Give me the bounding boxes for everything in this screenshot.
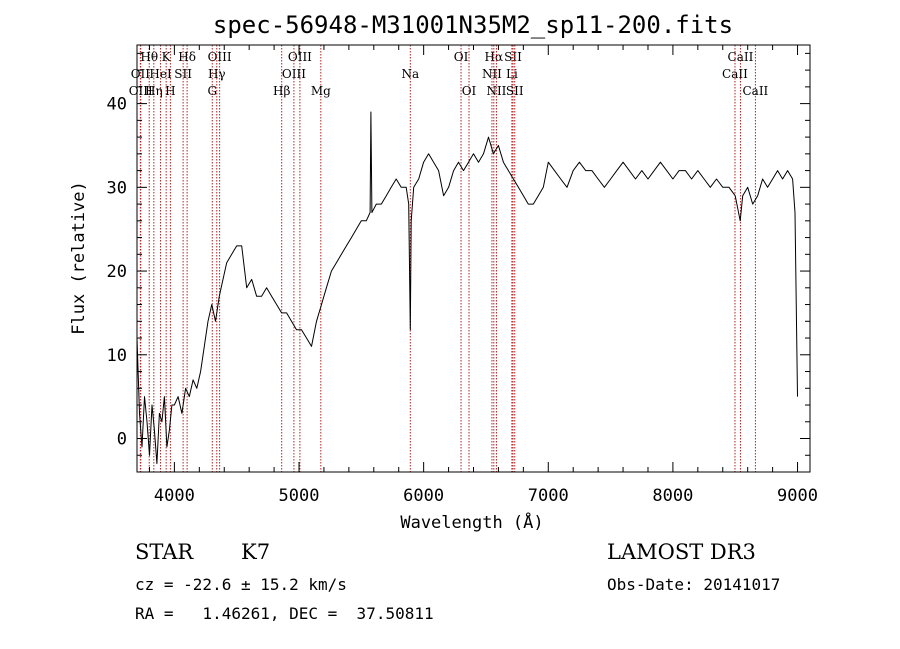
spectrum-line bbox=[136, 111, 798, 465]
line-marker-label-18: OI bbox=[462, 84, 477, 98]
plot-frame bbox=[136, 44, 811, 473]
spectrum-series bbox=[136, 111, 798, 465]
line-marker-label-6: H bbox=[165, 84, 175, 98]
y-tick-label-2: 20 bbox=[107, 262, 127, 282]
x-axis-label: Wavelength (Å) bbox=[400, 511, 543, 533]
x-tick-label-4: 8000 bbox=[652, 486, 693, 506]
line-marker-label-7: SII bbox=[174, 67, 192, 81]
line-marker-label-24: SII bbox=[506, 84, 524, 98]
line-marker-label-12: OIII bbox=[288, 50, 312, 64]
line-marker-label-10: Hγ bbox=[208, 67, 226, 81]
line-marker-label-2: OIII bbox=[129, 84, 153, 98]
x-tick-label-5: 9000 bbox=[777, 486, 818, 506]
redshift-velocity: cz = -22.6 ± 15.2 km/s bbox=[135, 575, 347, 594]
star-class: STAR bbox=[135, 540, 194, 564]
chart-title: spec-56948-M31001N35M2_sp11-200.fits bbox=[213, 11, 733, 39]
y-tick-label-3: 30 bbox=[107, 178, 127, 198]
survey-name: LAMOST DR3 bbox=[607, 540, 756, 564]
line-marker-label-8: Hδ bbox=[178, 50, 196, 64]
line-marker-label-19: Hα bbox=[485, 50, 504, 64]
line-marker-label-5: Hη bbox=[145, 84, 163, 98]
x-tick-label-0: 4000 bbox=[154, 486, 195, 506]
coordinates: RA = 1.46261, DEC = 37.50811 bbox=[135, 604, 434, 623]
x-tick-label-1: 5000 bbox=[279, 486, 320, 506]
line-marker-label-16: Na bbox=[401, 67, 419, 81]
line-marker-label-14: Hβ bbox=[273, 84, 290, 98]
line-marker-label-27: CaII bbox=[742, 84, 768, 98]
line-marker-label-22: SII bbox=[504, 50, 522, 64]
y-tick-label-4: 40 bbox=[107, 95, 127, 115]
y-tick-label-0: 0 bbox=[117, 430, 127, 450]
line-marker-label-26: CaII bbox=[722, 67, 748, 81]
line-marker-label-17: OI bbox=[454, 50, 469, 64]
line-marker-label-4: HeI bbox=[149, 67, 172, 81]
line-marker-label-0: Hθ bbox=[140, 50, 158, 64]
line-marker-label-1: OII bbox=[131, 67, 151, 81]
line-marker-label-15: Mg bbox=[311, 84, 331, 98]
y-axis-label: Flux (relative) bbox=[69, 181, 89, 335]
line-marker-label-9: OIII bbox=[208, 50, 232, 64]
line-marker-label-13: OIII bbox=[282, 67, 306, 81]
line-marker-label-25: CaII bbox=[728, 50, 754, 64]
line-marker-label-21: NII bbox=[486, 84, 506, 98]
line-marker-label-23: Li bbox=[506, 67, 518, 81]
line-markers: Hθ OII OIII K HeI Hη H SII Hδ OIII Hγ G OIII OIII Hβ Mg… bbox=[129, 45, 769, 472]
x-tick-label-3: 7000 bbox=[528, 486, 569, 506]
line-marker-label-3: K bbox=[162, 50, 172, 64]
y-tick-label-1: 10 bbox=[107, 346, 127, 366]
star-subclass: K7 bbox=[241, 540, 271, 564]
line-marker-label-11: G bbox=[207, 84, 217, 98]
x-tick-label-2: 6000 bbox=[403, 486, 444, 506]
axes: 4000 5000 6000 7000 8000 9000 0 10 20 30 40 bbox=[107, 44, 818, 506]
line-marker-label-20: NII bbox=[482, 67, 502, 81]
observation-date: Obs-Date: 20141017 bbox=[607, 575, 781, 594]
